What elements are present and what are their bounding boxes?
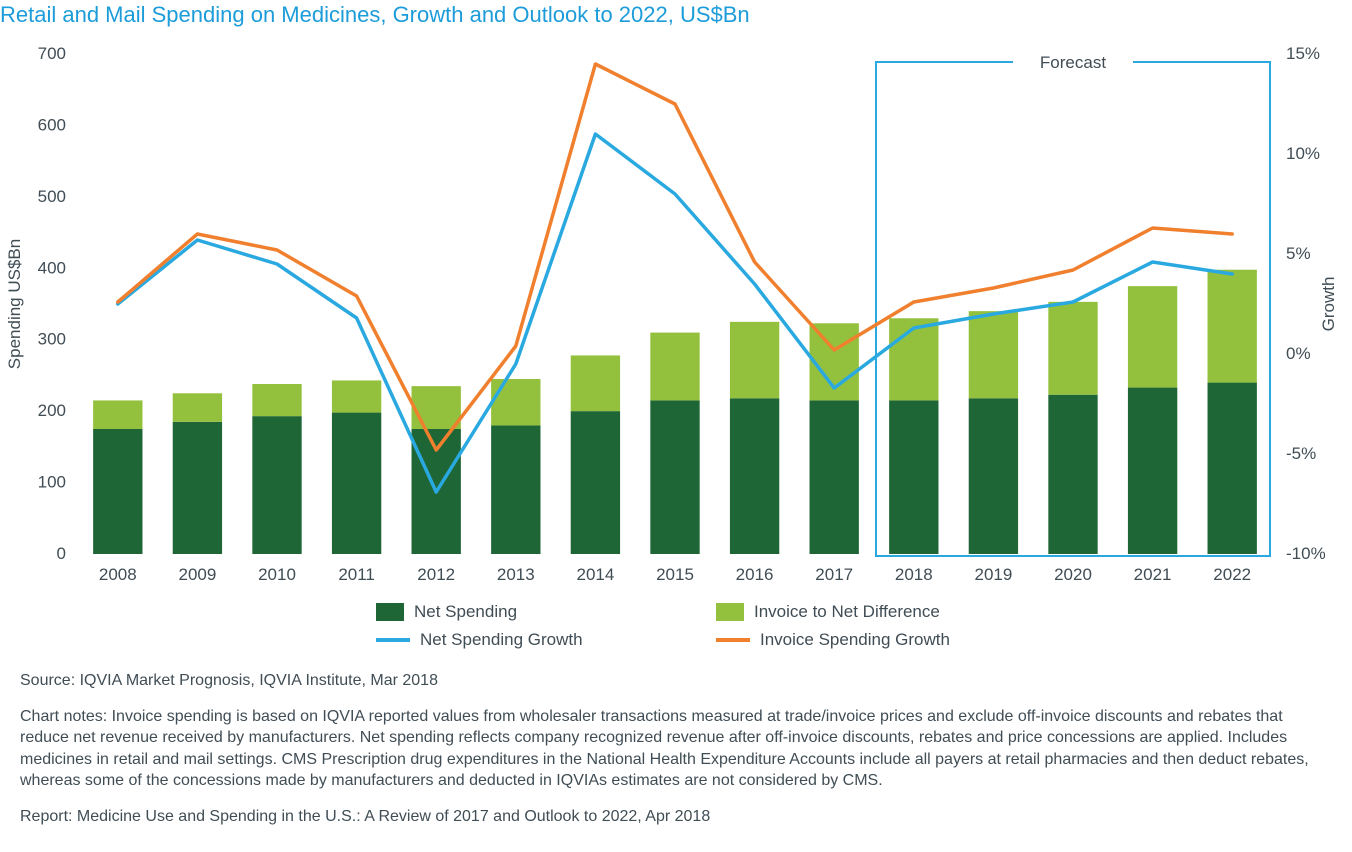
legend-swatch-box xyxy=(716,603,744,621)
x-tick-label: 2018 xyxy=(895,565,933,584)
y1-tick-label: 400 xyxy=(38,258,66,277)
legend-item: Invoice Spending Growth xyxy=(716,630,976,650)
legend-item: Net Spending xyxy=(376,602,636,622)
y1-tick-label: 600 xyxy=(38,115,66,134)
legend-item: Invoice to Net Difference xyxy=(716,602,976,622)
chart-title: Retail and Mail Spending on Medicines, G… xyxy=(0,0,1352,34)
x-tick-label: 2022 xyxy=(1213,565,1251,584)
bar-invoice_to_net xyxy=(1208,270,1257,383)
x-tick-label: 2017 xyxy=(815,565,853,584)
legend-label: Invoice Spending Growth xyxy=(760,630,950,650)
bar-net_spending xyxy=(332,413,381,554)
bar-invoice_to_net xyxy=(93,400,142,429)
notes-source: Source: IQVIA Market Prognosis, IQVIA In… xyxy=(20,670,1332,692)
chart-legend: Net Spending Invoice to Net Difference Ne… xyxy=(176,602,1176,650)
x-tick-label: 2014 xyxy=(576,565,614,584)
y1-tick-label: 100 xyxy=(38,473,66,492)
y1-tick-label: 500 xyxy=(38,187,66,206)
chart-container: Retail and Mail Spending on Medicines, G… xyxy=(0,0,1352,852)
bar-net_spending xyxy=(491,425,540,554)
y1-axis-label: Spending US$Bn xyxy=(5,239,24,369)
bar-invoice_to_net xyxy=(730,322,779,398)
legend-item: Net Spending Growth xyxy=(376,630,636,650)
y1-tick-label: 700 xyxy=(38,44,66,63)
bar-net_spending xyxy=(571,411,620,554)
bar-net_spending xyxy=(1048,395,1097,554)
x-tick-label: 2012 xyxy=(417,565,455,584)
y1-tick-label: 200 xyxy=(38,401,66,420)
legend-swatch-line xyxy=(376,638,410,642)
bar-net_spending xyxy=(1128,388,1177,554)
legend-swatch-box xyxy=(376,603,404,621)
bar-net_spending xyxy=(810,400,859,554)
bar-net_spending xyxy=(252,416,301,554)
y2-axis-label: Growth xyxy=(1319,277,1338,332)
bar-invoice_to_net xyxy=(412,386,461,429)
bar-invoice_to_net xyxy=(889,318,938,400)
x-tick-label: 2020 xyxy=(1054,565,1092,584)
bar-net_spending xyxy=(889,400,938,554)
notes-body: Chart notes: Invoice spending is based o… xyxy=(20,706,1332,792)
legend-label: Invoice to Net Difference xyxy=(754,602,940,622)
bar-invoice_to_net xyxy=(491,379,540,425)
bar-net_spending xyxy=(93,429,142,554)
x-tick-label: 2016 xyxy=(736,565,774,584)
legend-label: Net Spending Growth xyxy=(420,630,583,650)
bar-net_spending xyxy=(1208,383,1257,554)
x-tick-label: 2013 xyxy=(497,565,535,584)
x-tick-label: 2009 xyxy=(178,565,216,584)
y1-tick-label: 0 xyxy=(57,544,66,563)
bar-net_spending xyxy=(650,400,699,554)
x-tick-label: 2011 xyxy=(338,565,375,584)
y1-tick-label: 300 xyxy=(38,330,66,349)
bar-invoice_to_net xyxy=(1128,286,1177,387)
bar-invoice_to_net xyxy=(252,384,301,416)
x-tick-label: 2021 xyxy=(1134,565,1172,584)
bar-invoice_to_net xyxy=(1048,302,1097,395)
y2-tick-label: 0% xyxy=(1286,344,1311,363)
bar-invoice_to_net xyxy=(969,311,1018,398)
y2-tick-label: 15% xyxy=(1286,44,1320,63)
x-tick-label: 2010 xyxy=(258,565,296,584)
y2-tick-label: 10% xyxy=(1286,144,1320,163)
bar-invoice_to_net xyxy=(332,380,381,412)
legend-swatch-line xyxy=(716,638,750,642)
forecast-label: Forecast xyxy=(1040,53,1106,72)
legend-label: Net Spending xyxy=(414,602,517,622)
y2-tick-label: -10% xyxy=(1286,544,1326,563)
bar-net_spending xyxy=(173,422,222,554)
x-tick-label: 2019 xyxy=(974,565,1012,584)
notes-report: Report: Medicine Use and Spending in the… xyxy=(20,806,1332,828)
x-tick-label: 2015 xyxy=(656,565,694,584)
y2-tick-label: 5% xyxy=(1286,244,1311,263)
chart-notes: Source: IQVIA Market Prognosis, IQVIA In… xyxy=(0,650,1352,852)
bar-invoice_to_net xyxy=(173,393,222,422)
bar-invoice_to_net xyxy=(650,333,699,401)
y2-tick-label: -5% xyxy=(1286,444,1316,463)
bar-net_spending xyxy=(730,398,779,554)
combo-chart: 0 100 200 300 400 500 600 700 Spending US$Bn -10%… xyxy=(0,34,1352,594)
bar-invoice_to_net xyxy=(571,355,620,411)
bar-net_spending xyxy=(969,398,1018,554)
x-tick-label: 2008 xyxy=(99,565,137,584)
